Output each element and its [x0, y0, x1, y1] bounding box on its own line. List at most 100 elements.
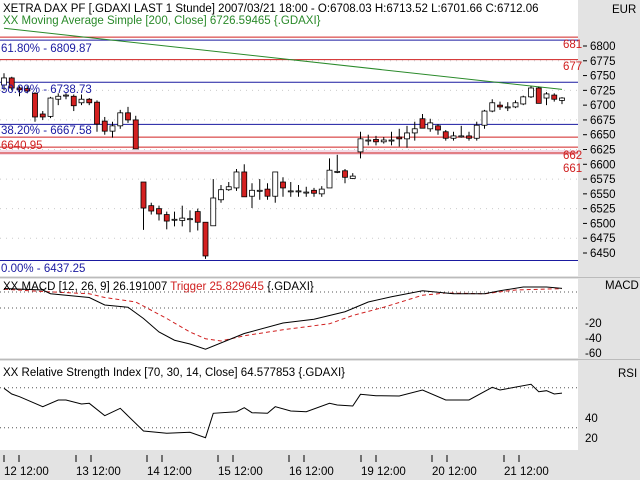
- candle: [171, 211, 178, 227]
- candle-body: [109, 125, 116, 132]
- price-tick-label: 6700: [590, 100, 616, 112]
- fib-label-0: 0.00% - 6437.25: [1, 263, 85, 275]
- candle: [357, 131, 364, 159]
- price-tick-label: 6750: [590, 71, 616, 83]
- candle-body: [117, 112, 124, 127]
- candle: [450, 131, 457, 141]
- candle-body: [388, 139, 395, 142]
- candle-body: [280, 181, 286, 189]
- price-panel: [0, 0, 578, 276]
- candle: [318, 186, 325, 197]
- price-tick-label: 6800: [590, 41, 616, 53]
- candle: [187, 210, 193, 233]
- price-tick-label: 6600: [590, 159, 616, 171]
- price-tick-label: 6650: [590, 130, 616, 142]
- candle: [481, 109, 488, 129]
- candle: [280, 177, 286, 197]
- candle-body: [466, 135, 472, 139]
- candle-body: [63, 94, 69, 97]
- fib-band: [0, 150, 578, 155]
- red-label-681: 681: [563, 39, 582, 51]
- candle-body: [70, 95, 77, 107]
- candle-body: [148, 205, 155, 212]
- rsi-legend[interactable]: XX Relative Strength Index [70, 30, 14, …: [3, 367, 345, 379]
- candle-body: [396, 136, 403, 140]
- candle: [334, 154, 341, 174]
- candle-body: [132, 119, 139, 150]
- candle: [342, 169, 348, 184]
- price-tick-label: 6450: [590, 248, 616, 260]
- candle-body: [458, 135, 465, 138]
- chart-title: XETRA DAX PF [.GDAXI LAST 1 Stunde] 2007…: [3, 3, 539, 15]
- candle-body: [179, 217, 186, 221]
- candle-body: [357, 138, 364, 153]
- candle: [411, 121, 418, 141]
- ma-legend[interactable]: XX Moving Average Simple [200, Close] 67…: [3, 15, 321, 27]
- candle: [520, 95, 527, 106]
- candle-body: [16, 87, 23, 91]
- candle-body: [318, 188, 325, 195]
- candle-body: [489, 102, 496, 112]
- candle-body: [427, 122, 434, 130]
- candle: [473, 121, 480, 141]
- time-tick-label: 12 12:00: [4, 466, 49, 478]
- candle-body: [342, 170, 348, 178]
- red-label-662: 662: [563, 150, 582, 162]
- price-axis[interactable]: 6800 6775 6750 6725 6700 6675 6650 6625 6600 6575…: [583, 41, 616, 260]
- candle: [94, 100, 100, 132]
- candle: [125, 106, 131, 123]
- candle-body: [156, 208, 162, 215]
- candle-body: [349, 175, 356, 179]
- candle: [39, 111, 46, 120]
- candle-body: [504, 106, 511, 109]
- macd-legend[interactable]: XX MACD [12, 26, 9] 26.191007 Trigger 25…: [3, 281, 314, 293]
- candle-body: [303, 191, 310, 194]
- rsi-axis-title: RSI: [618, 368, 637, 380]
- candle: [47, 96, 54, 119]
- candle: [349, 173, 356, 180]
- time-axis[interactable]: 12 12:00 13 12:00 14 12:00 15 12:00 16 12:00…: [3, 455, 549, 478]
- fib-label-618: 61.80% - 6809.87: [1, 43, 92, 55]
- candle: [101, 116, 108, 135]
- candle-body: [326, 169, 333, 189]
- candle-body: [535, 87, 542, 104]
- candle: [287, 182, 294, 197]
- macd-label: XX MACD [12, 26, 9] 26.191007: [3, 281, 167, 293]
- candle: [179, 205, 186, 227]
- candle-body: [140, 181, 147, 209]
- candle: [388, 131, 395, 146]
- candle-body: [233, 171, 240, 189]
- macd-suffix: {.GDAXI}: [267, 281, 314, 293]
- candle-body: [187, 218, 193, 221]
- candle-body: [543, 93, 550, 99]
- candle: [218, 184, 224, 203]
- rsi-panel: [0, 361, 578, 450]
- candle-body: [78, 98, 85, 104]
- candle: [466, 131, 472, 141]
- candle: [427, 118, 434, 132]
- candle: [373, 135, 379, 146]
- candle: [140, 181, 147, 230]
- candle-body: [520, 96, 527, 105]
- macd-trigger-label: Trigger 25.829645: [170, 281, 264, 293]
- candle-body: [225, 186, 232, 191]
- candle: [256, 179, 263, 200]
- time-tick-label: 13 12:00: [76, 466, 121, 478]
- currency-label: EUR: [612, 4, 636, 16]
- candle: [528, 86, 534, 99]
- candle-body: [334, 170, 341, 173]
- candle: [132, 115, 139, 150]
- candle: [156, 205, 162, 221]
- candle-body: [419, 118, 426, 129]
- candle: [32, 92, 38, 122]
- candle-body: [86, 98, 93, 104]
- candle-body: [39, 113, 46, 118]
- candle: [559, 97, 565, 105]
- candle-body: [551, 94, 558, 100]
- candle-body: [101, 120, 108, 132]
- candle: [24, 86, 31, 94]
- candle-body: [411, 128, 418, 134]
- price-tick-label: 6725: [590, 85, 616, 97]
- candle: [249, 183, 255, 209]
- time-tick-label: 21 12:00: [504, 466, 549, 478]
